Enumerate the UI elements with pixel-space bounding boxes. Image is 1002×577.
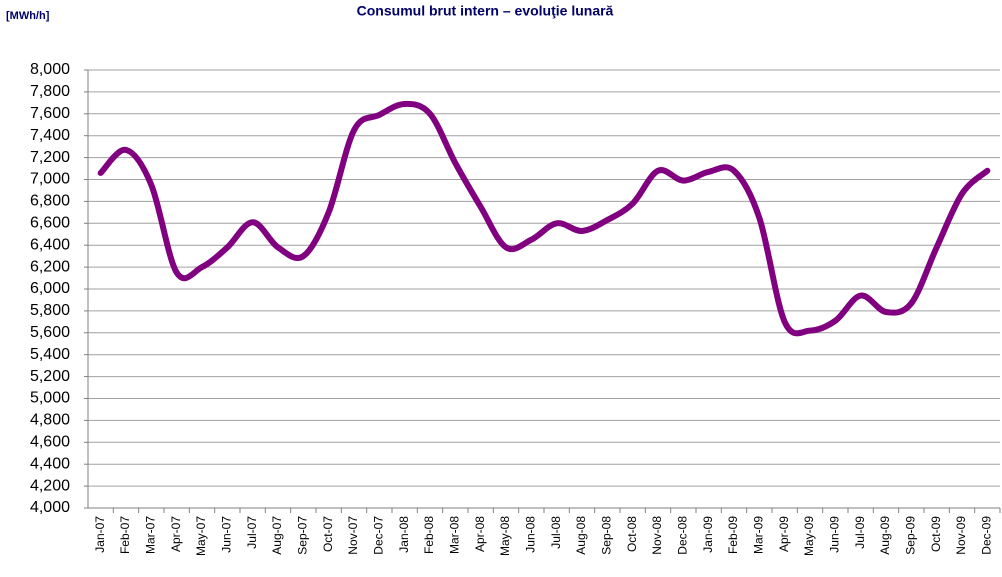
x-tick-label: Mar-07: [144, 516, 158, 554]
chart-title: Consumul brut intern – evoluţie lunară: [357, 3, 614, 19]
x-tick-label: Jan-09: [701, 516, 715, 553]
y-tick-label: 8,000: [30, 61, 70, 78]
y-tick-label: 7,800: [30, 83, 70, 100]
x-tick-label: Mar-09: [752, 516, 766, 554]
x-tick-label: Dec-09: [980, 516, 994, 555]
x-tick-label: May-07: [194, 516, 208, 556]
x-tick-label: Jun-08: [524, 516, 538, 553]
y-tick-label: 7,000: [30, 171, 70, 188]
y-tick-label: 5,600: [30, 324, 70, 341]
y-tick-label: 7,600: [30, 105, 70, 122]
x-tick-label: Dec-07: [372, 516, 386, 555]
y-tick-label: 6,400: [30, 236, 70, 253]
y-tick-label: 4,400: [30, 455, 70, 472]
x-tick-label: Feb-09: [726, 516, 740, 554]
y-tick-label: 6,000: [30, 280, 70, 297]
y-tick-label: 7,400: [30, 127, 70, 144]
x-tick-label: Aug-08: [574, 516, 588, 555]
x-tick-label: Jan-07: [93, 516, 107, 553]
x-tick-label: Oct-08: [625, 516, 639, 552]
x-tick-label: Aug-09: [878, 516, 892, 555]
x-tick-label: Jan-08: [397, 516, 411, 553]
x-tick-label: Jun-09: [828, 516, 842, 553]
x-tick-label: Oct-07: [321, 516, 335, 552]
y-tick-label: 4,600: [30, 434, 70, 451]
x-tick-label: Dec-08: [676, 516, 690, 555]
x-tick-label: Aug-07: [270, 516, 284, 555]
x-tick-label: Jul-07: [245, 516, 259, 549]
y-tick-label: 5,800: [30, 302, 70, 319]
y-tick-label: 5,400: [30, 346, 70, 363]
y-tick-label: 6,800: [30, 193, 70, 210]
x-tick-label: Jul-08: [549, 516, 563, 549]
x-tick-label: Oct-09: [929, 516, 943, 552]
x-tick-label: Jul-09: [853, 516, 867, 549]
y-tick-label: 6,200: [30, 258, 70, 275]
x-tick-label: Sep-08: [600, 516, 614, 555]
y-tick-label: 4,000: [30, 499, 70, 516]
x-tick-label: Nov-07: [346, 516, 360, 555]
x-tick-label: Jun-07: [220, 516, 234, 553]
line-series: [97, 100, 991, 337]
x-tick-label: Nov-08: [650, 516, 664, 555]
y-tick-label: 5,200: [30, 368, 70, 385]
x-tick-label: Sep-09: [904, 516, 918, 555]
y-tick-label: 7,200: [30, 149, 70, 166]
x-tick-label: Mar-08: [448, 516, 462, 554]
x-tick-label: Nov-09: [954, 516, 968, 555]
x-tick-label: Apr-09: [777, 516, 791, 552]
x-tick-label: Feb-08: [422, 516, 436, 554]
x-tick-label: Apr-07: [169, 516, 183, 552]
x-tick-label: May-09: [802, 516, 816, 556]
y-tick-label: 5,000: [30, 390, 70, 407]
y-tick-label: 4,800: [30, 412, 70, 429]
y-tick-label: 6,600: [30, 215, 70, 232]
x-tick-label: Sep-07: [296, 516, 310, 555]
x-tick-label: May-08: [498, 516, 512, 556]
x-tick-label: Apr-08: [473, 516, 487, 552]
y-axis-label: [MWh/h]: [6, 10, 50, 22]
y-tick-label: 4,200: [30, 477, 70, 494]
x-tick-label: Feb-07: [118, 516, 132, 554]
